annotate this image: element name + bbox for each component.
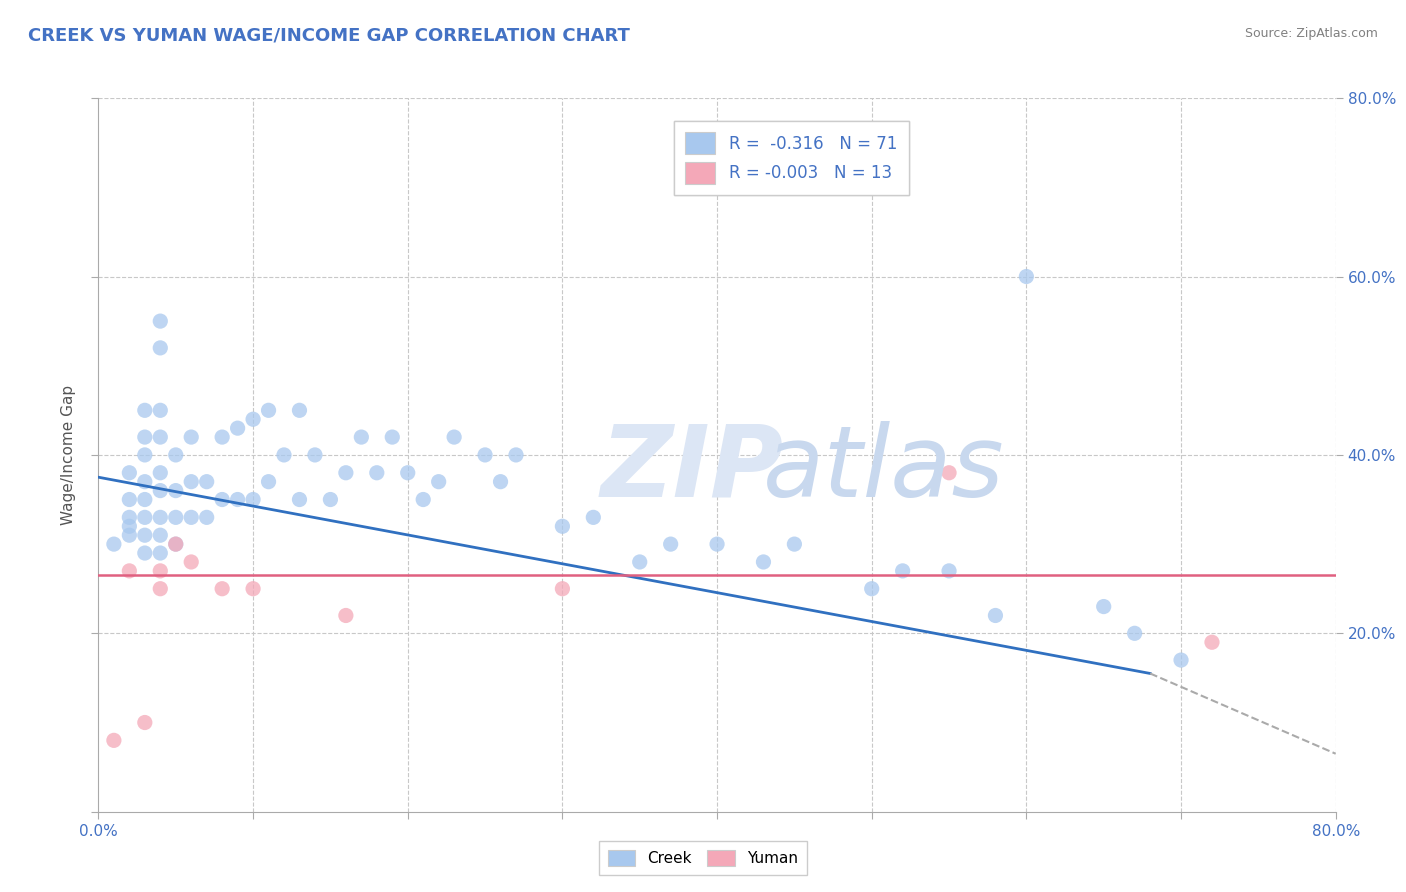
Point <box>134 448 156 462</box>
Point <box>891 564 914 578</box>
Point <box>149 403 172 417</box>
Point <box>288 492 311 507</box>
Point <box>1123 626 1146 640</box>
Point <box>195 510 218 524</box>
Point <box>350 430 373 444</box>
Point <box>1170 653 1192 667</box>
Point <box>211 582 233 596</box>
Point <box>149 582 172 596</box>
Point <box>149 341 172 355</box>
Point <box>211 492 233 507</box>
Point <box>242 492 264 507</box>
Point <box>211 430 233 444</box>
Point <box>149 564 172 578</box>
Point <box>505 448 527 462</box>
Point <box>165 483 187 498</box>
Point <box>180 510 202 524</box>
Point <box>118 492 141 507</box>
Point <box>1092 599 1115 614</box>
Point <box>134 715 156 730</box>
Point <box>366 466 388 480</box>
Point <box>257 475 280 489</box>
Point <box>226 492 249 507</box>
Point <box>242 412 264 426</box>
Point <box>149 483 172 498</box>
Point <box>752 555 775 569</box>
Point <box>134 528 156 542</box>
Point <box>195 475 218 489</box>
Point <box>984 608 1007 623</box>
Point <box>118 466 141 480</box>
Point <box>938 564 960 578</box>
Point <box>396 466 419 480</box>
Point <box>134 403 156 417</box>
Point <box>134 546 156 560</box>
Point <box>226 421 249 435</box>
Point <box>489 475 512 489</box>
Point <box>134 492 156 507</box>
Point <box>319 492 342 507</box>
Text: ZIP: ZIP <box>600 421 783 517</box>
Point <box>628 555 651 569</box>
Point <box>412 492 434 507</box>
Point <box>257 403 280 417</box>
Point <box>180 430 202 444</box>
Point <box>134 475 156 489</box>
Point <box>582 510 605 524</box>
Point <box>1201 635 1223 649</box>
Point <box>304 448 326 462</box>
Text: CREEK VS YUMAN WAGE/INCOME GAP CORRELATION CHART: CREEK VS YUMAN WAGE/INCOME GAP CORRELATI… <box>28 27 630 45</box>
Point <box>118 510 141 524</box>
Text: Source: ZipAtlas.com: Source: ZipAtlas.com <box>1244 27 1378 40</box>
Point <box>165 510 187 524</box>
Point <box>860 582 883 596</box>
Point <box>149 510 172 524</box>
Point <box>180 555 202 569</box>
Point <box>149 528 172 542</box>
Point <box>103 537 125 551</box>
Y-axis label: Wage/Income Gap: Wage/Income Gap <box>60 384 76 525</box>
Point <box>706 537 728 551</box>
Point <box>149 430 172 444</box>
Point <box>427 475 450 489</box>
Point <box>118 528 141 542</box>
Point <box>1015 269 1038 284</box>
Point <box>335 466 357 480</box>
Point <box>134 430 156 444</box>
Point <box>149 314 172 328</box>
Point <box>288 403 311 417</box>
Point <box>551 519 574 533</box>
Legend: Creek, Yuman: Creek, Yuman <box>599 841 807 875</box>
Point <box>443 430 465 444</box>
Point <box>165 537 187 551</box>
Point <box>118 519 141 533</box>
Point <box>938 466 960 480</box>
Point <box>165 537 187 551</box>
Point <box>103 733 125 747</box>
Point <box>149 466 172 480</box>
Point <box>134 510 156 524</box>
Point <box>783 537 806 551</box>
Point <box>242 582 264 596</box>
Point <box>118 564 141 578</box>
Legend: R =  -0.316   N = 71, R = -0.003   N = 13: R = -0.316 N = 71, R = -0.003 N = 13 <box>673 120 908 195</box>
Point <box>381 430 404 444</box>
Point <box>180 475 202 489</box>
Text: atlas: atlas <box>763 421 1005 517</box>
Point <box>273 448 295 462</box>
Point <box>474 448 496 462</box>
Point <box>165 448 187 462</box>
Point <box>551 582 574 596</box>
Point <box>149 546 172 560</box>
Point <box>659 537 682 551</box>
Point <box>335 608 357 623</box>
